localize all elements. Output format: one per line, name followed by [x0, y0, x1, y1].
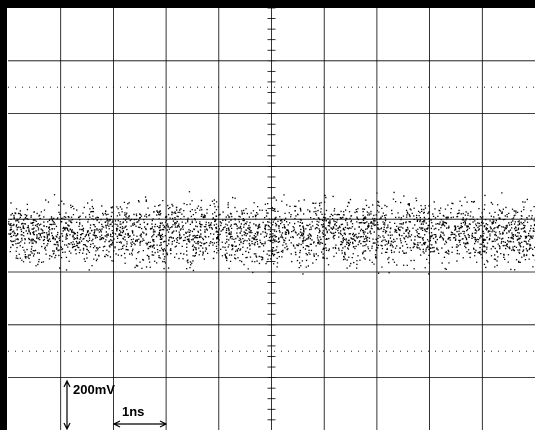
time-arrow-heads	[112, 420, 168, 428]
noise-band	[8, 191, 535, 275]
volt-scale-label: 200mV	[73, 382, 115, 397]
time-scale-label: 1ns	[122, 404, 144, 419]
left-frame	[0, 0, 7, 430]
top-frame	[0, 0, 535, 8]
volt-arrow-heads	[63, 379, 71, 430]
